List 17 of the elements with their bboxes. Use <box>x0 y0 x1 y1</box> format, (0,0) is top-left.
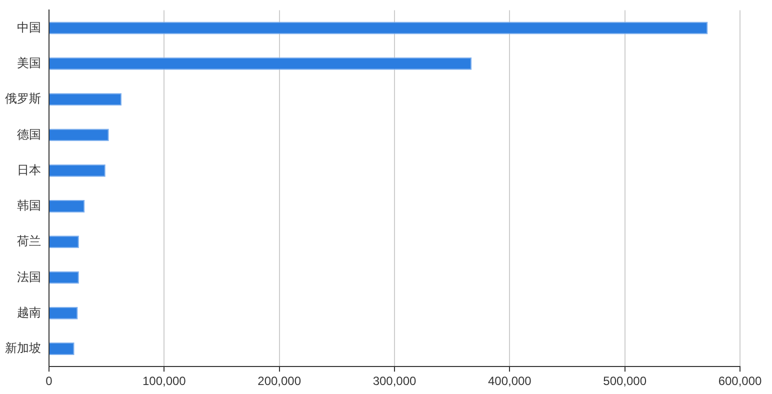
x-tick-label: 300,000 <box>372 374 417 388</box>
y-tick-label: 日本 <box>17 162 41 177</box>
y-tick-label: 新加坡 <box>5 341 41 356</box>
y-tick-label: 越南 <box>17 305 41 320</box>
y-tick-label: 中国 <box>17 20 41 34</box>
x-tick-label: 100,000 <box>142 374 186 388</box>
y-tick-label: 韩国 <box>17 198 41 213</box>
x-tick-label: 500,000 <box>603 374 647 388</box>
x-tick-label: 400,000 <box>488 374 532 388</box>
y-tick-label: 美国 <box>17 56 41 70</box>
y-tick-label: 荷兰 <box>17 234 41 248</box>
y-tick-label: 德国 <box>17 127 41 142</box>
y-tick-label: 俄罗斯 <box>5 92 41 106</box>
x-tick-label: 0 <box>46 374 53 388</box>
x-tick-label: 600,000 <box>718 374 762 388</box>
y-tick-label: 法国 <box>17 270 41 284</box>
x-tick-label: 200,000 <box>258 374 302 388</box>
